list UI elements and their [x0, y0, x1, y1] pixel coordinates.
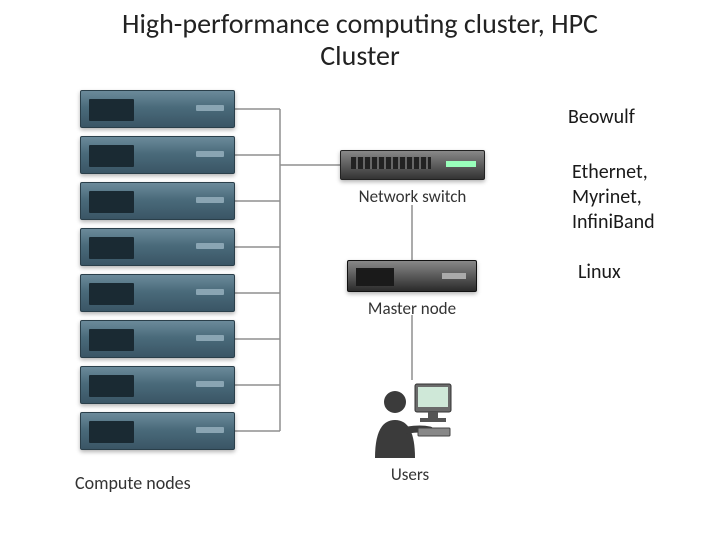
annotation-beowulf: Beowulf	[568, 105, 635, 129]
annotation-networks: Ethernet, Myrinet, InfiniBand	[572, 160, 655, 235]
compute-nodes-stack	[80, 90, 235, 458]
server-icon	[80, 320, 235, 358]
compute-node	[80, 274, 235, 312]
network-switch: Network switch	[340, 150, 485, 207]
server-icon	[80, 366, 235, 404]
hpc-diagram: Compute nodes Network switch Master node	[30, 90, 550, 530]
compute-node	[80, 412, 235, 450]
compute-node	[80, 182, 235, 220]
compute-node	[80, 320, 235, 358]
users-label: Users	[360, 464, 460, 485]
title-line-1: High-performance computing cluster, HPC	[122, 6, 598, 41]
compute-node	[80, 90, 235, 128]
network-switch-label: Network switch	[340, 186, 485, 207]
compute-node	[80, 228, 235, 266]
server-icon	[80, 136, 235, 174]
master-icon	[347, 260, 477, 292]
user-icon	[360, 380, 460, 460]
master-node: Master node	[347, 260, 477, 319]
server-icon	[80, 228, 235, 266]
master-node-label: Master node	[347, 298, 477, 319]
annotation-line: InfiniBand	[572, 210, 655, 234]
server-icon	[80, 90, 235, 128]
annotation-linux: Linux	[578, 260, 621, 284]
title-line-2: Cluster	[320, 38, 399, 73]
compute-node	[80, 366, 235, 404]
page-title: High-performance computing cluster, HPC …	[0, 8, 720, 72]
compute-nodes-label: Compute nodes	[75, 472, 191, 494]
users: Users	[360, 380, 460, 485]
annotation-line: Myrinet,	[572, 185, 642, 209]
compute-node	[80, 136, 235, 174]
server-icon	[80, 182, 235, 220]
switch-icon	[340, 150, 485, 180]
annotation-line: Ethernet,	[572, 160, 648, 184]
server-icon	[80, 274, 235, 312]
server-icon	[80, 412, 235, 450]
